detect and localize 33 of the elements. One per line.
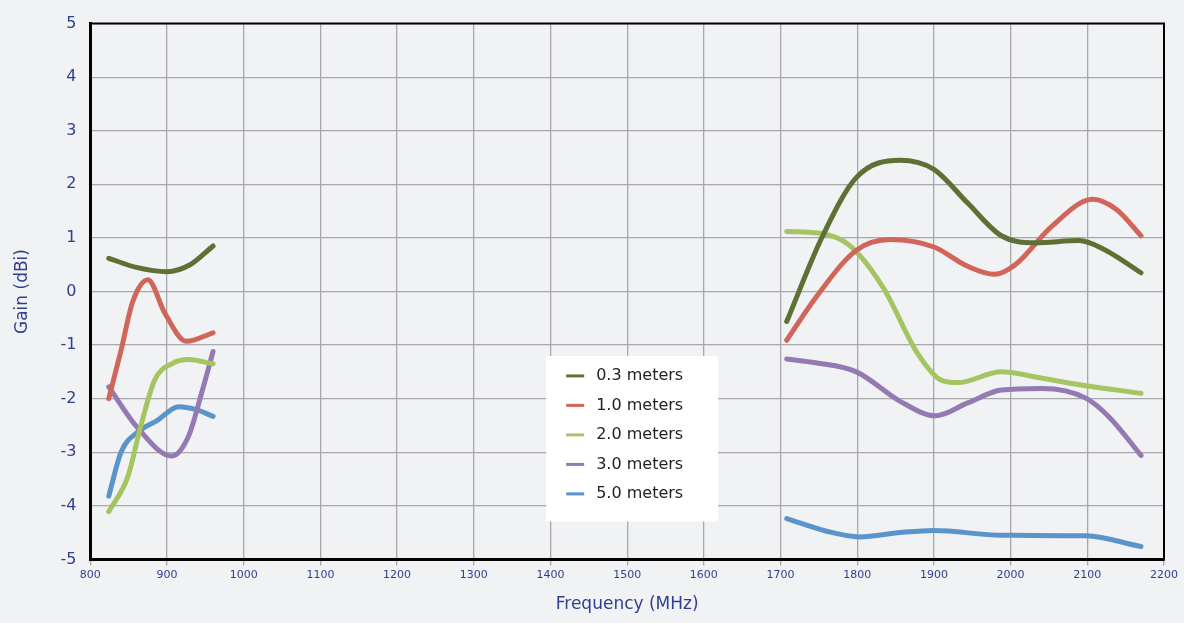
x-tick-label: 1500	[613, 567, 642, 581]
x-tick-label: 2100	[1073, 567, 1102, 581]
x-tick-label: 1900	[919, 567, 948, 581]
legend-label: 2.0 meters	[596, 424, 684, 444]
y-tick-label: 0	[66, 280, 77, 300]
y-tick-label: -5	[60, 548, 77, 568]
x-tick-label: 800	[79, 567, 101, 581]
legend-label: 1.0 meters	[596, 394, 684, 414]
x-tick-label: 2000	[996, 567, 1025, 581]
x-axis-title: Frequency (MHz)	[555, 593, 699, 614]
y-tick-label: -1	[60, 334, 77, 354]
legend-label: 3.0 meters	[596, 453, 684, 473]
y-axis-title: Gain (dBi)	[10, 249, 31, 334]
y-tick-label: 4	[66, 66, 77, 86]
x-tick-label: 2200	[1150, 567, 1178, 581]
y-tick-label: -3	[60, 441, 77, 461]
x-tick-label: 1100	[306, 567, 335, 581]
legend-label: 5.0 meters	[596, 483, 684, 503]
x-tick-label: 1400	[536, 567, 565, 581]
x-tick-label: 1700	[766, 567, 795, 581]
y-tick-label: -4	[60, 494, 77, 514]
y-tick-label: 2	[66, 173, 77, 193]
y-tick-label: -2	[60, 387, 77, 407]
x-tick-label: 900	[156, 567, 178, 581]
x-tick-label: 1300	[459, 567, 488, 581]
x-tick-label: 1200	[383, 567, 412, 581]
x-tick-label: 1800	[843, 567, 872, 581]
y-tick-label: 1	[66, 227, 77, 247]
y-tick-label: 5	[66, 12, 77, 32]
x-tick-label: 1000	[229, 567, 258, 581]
legend-label: 0.3 meters	[596, 365, 684, 385]
x-tick-label: 1600	[689, 567, 718, 581]
y-tick-label: 3	[66, 119, 77, 139]
